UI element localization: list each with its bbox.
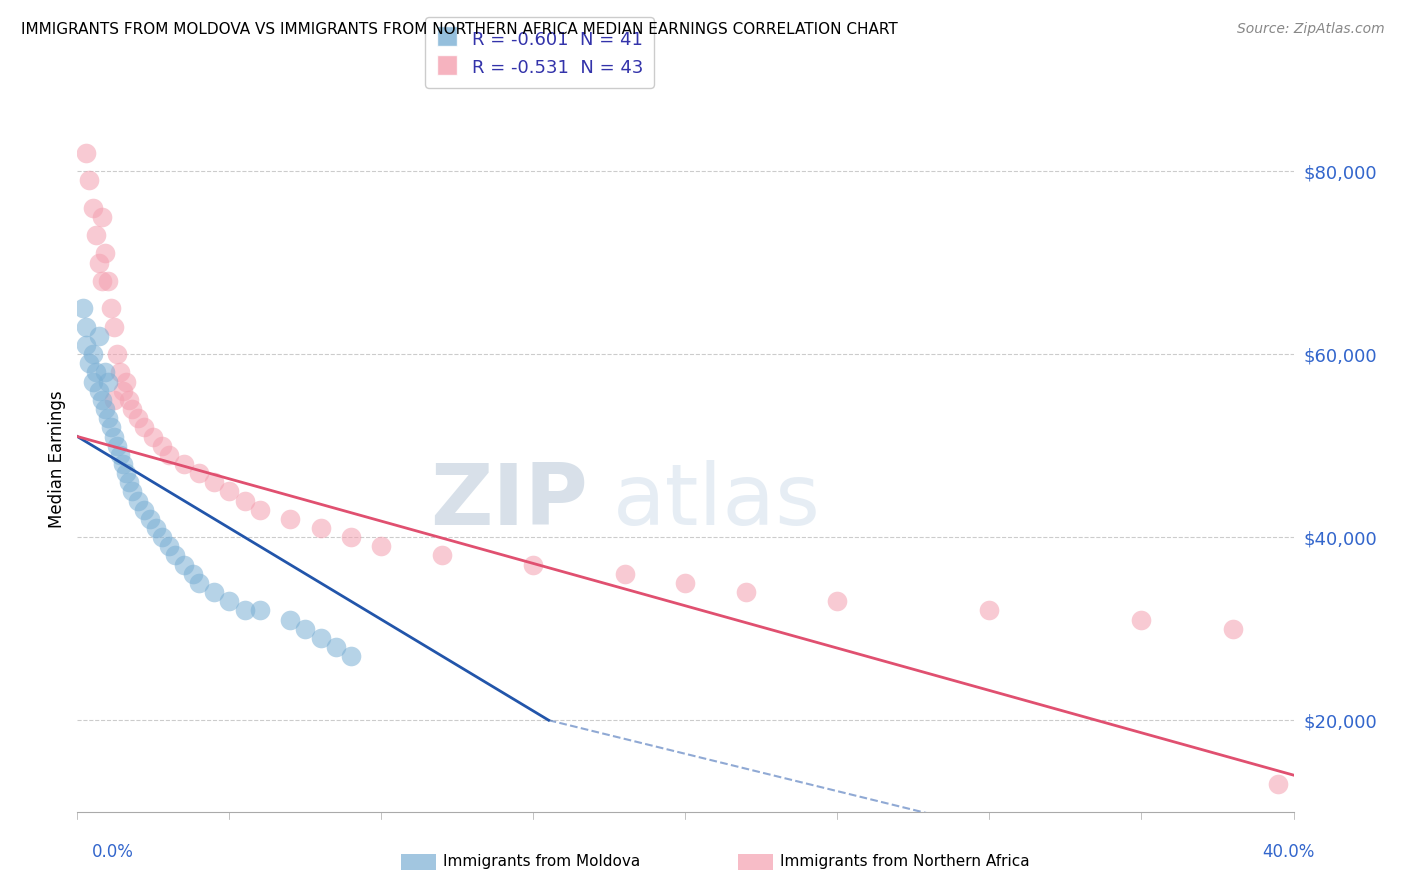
Point bbox=[84, 366, 107, 380]
Point bbox=[105, 439, 128, 453]
Point bbox=[325, 640, 347, 654]
Point bbox=[134, 420, 156, 434]
Point bbox=[97, 375, 120, 389]
Point bbox=[97, 411, 120, 425]
Point bbox=[430, 549, 453, 563]
Point bbox=[75, 319, 97, 334]
Point bbox=[278, 613, 301, 627]
Point bbox=[340, 649, 363, 664]
Point bbox=[103, 429, 125, 443]
Point bbox=[82, 375, 104, 389]
Point bbox=[127, 493, 149, 508]
Point bbox=[152, 439, 174, 453]
Text: Immigrants from Moldova: Immigrants from Moldova bbox=[443, 855, 640, 869]
Point bbox=[103, 392, 125, 407]
Text: 40.0%: 40.0% bbox=[1263, 843, 1315, 861]
Point bbox=[108, 366, 131, 380]
Point bbox=[979, 603, 1001, 617]
Point bbox=[90, 274, 112, 288]
Y-axis label: Median Earnings: Median Earnings bbox=[48, 391, 66, 528]
Point bbox=[118, 392, 141, 407]
Point bbox=[121, 484, 143, 499]
Point bbox=[233, 603, 256, 617]
Point bbox=[84, 228, 107, 243]
Point bbox=[105, 347, 128, 361]
Point bbox=[103, 319, 125, 334]
Point bbox=[188, 466, 211, 480]
Point bbox=[152, 530, 174, 544]
Point bbox=[145, 521, 167, 535]
Point bbox=[82, 347, 104, 361]
Point bbox=[111, 384, 134, 398]
Point bbox=[249, 603, 271, 617]
Point bbox=[93, 246, 115, 260]
Text: atlas: atlas bbox=[613, 460, 821, 543]
Text: IMMIGRANTS FROM MOLDOVA VS IMMIGRANTS FROM NORTHERN AFRICA MEDIAN EARNINGS CORRE: IMMIGRANTS FROM MOLDOVA VS IMMIGRANTS FR… bbox=[21, 22, 898, 37]
Point bbox=[522, 558, 544, 572]
Point bbox=[309, 631, 332, 645]
Point bbox=[157, 539, 180, 553]
Point bbox=[75, 145, 97, 160]
Point bbox=[79, 356, 101, 370]
Point bbox=[173, 558, 195, 572]
Point bbox=[188, 576, 211, 591]
Point bbox=[249, 502, 271, 516]
Point bbox=[82, 201, 104, 215]
Point bbox=[294, 622, 316, 636]
Point bbox=[309, 521, 332, 535]
Text: Source: ZipAtlas.com: Source: ZipAtlas.com bbox=[1237, 22, 1385, 37]
Point bbox=[142, 429, 165, 443]
Point bbox=[675, 576, 697, 591]
Point bbox=[134, 502, 156, 516]
Point bbox=[181, 566, 204, 581]
Point bbox=[735, 585, 758, 599]
Point bbox=[157, 448, 180, 462]
Point bbox=[278, 512, 301, 526]
Point bbox=[93, 402, 115, 417]
Point bbox=[100, 420, 122, 434]
Text: 0.0%: 0.0% bbox=[91, 843, 134, 861]
Point bbox=[115, 466, 138, 480]
Text: ZIP: ZIP bbox=[430, 460, 588, 543]
Point bbox=[87, 384, 110, 398]
Point bbox=[127, 411, 149, 425]
Point bbox=[1222, 622, 1244, 636]
Point bbox=[72, 301, 94, 316]
Point bbox=[202, 585, 225, 599]
Point bbox=[827, 594, 849, 608]
Point bbox=[340, 530, 363, 544]
Point bbox=[87, 328, 110, 343]
Point bbox=[1267, 777, 1289, 791]
Point bbox=[121, 402, 143, 417]
Point bbox=[79, 173, 101, 187]
Point bbox=[90, 392, 112, 407]
Point bbox=[370, 539, 392, 553]
Point bbox=[163, 549, 186, 563]
Point bbox=[202, 475, 225, 490]
Point bbox=[218, 594, 240, 608]
Point bbox=[111, 457, 134, 471]
Point bbox=[100, 301, 122, 316]
Point bbox=[97, 274, 120, 288]
Point bbox=[93, 366, 115, 380]
Point bbox=[613, 566, 636, 581]
Point bbox=[173, 457, 195, 471]
Point bbox=[87, 255, 110, 269]
Point bbox=[218, 484, 240, 499]
Point bbox=[90, 210, 112, 224]
Point bbox=[108, 448, 131, 462]
Legend: R = -0.601  N = 41, R = -0.531  N = 43: R = -0.601 N = 41, R = -0.531 N = 43 bbox=[425, 18, 654, 88]
Point bbox=[1130, 613, 1153, 627]
Point bbox=[118, 475, 141, 490]
Point bbox=[75, 338, 97, 352]
Point bbox=[115, 375, 138, 389]
Point bbox=[139, 512, 162, 526]
Point bbox=[233, 493, 256, 508]
Text: Immigrants from Northern Africa: Immigrants from Northern Africa bbox=[780, 855, 1031, 869]
